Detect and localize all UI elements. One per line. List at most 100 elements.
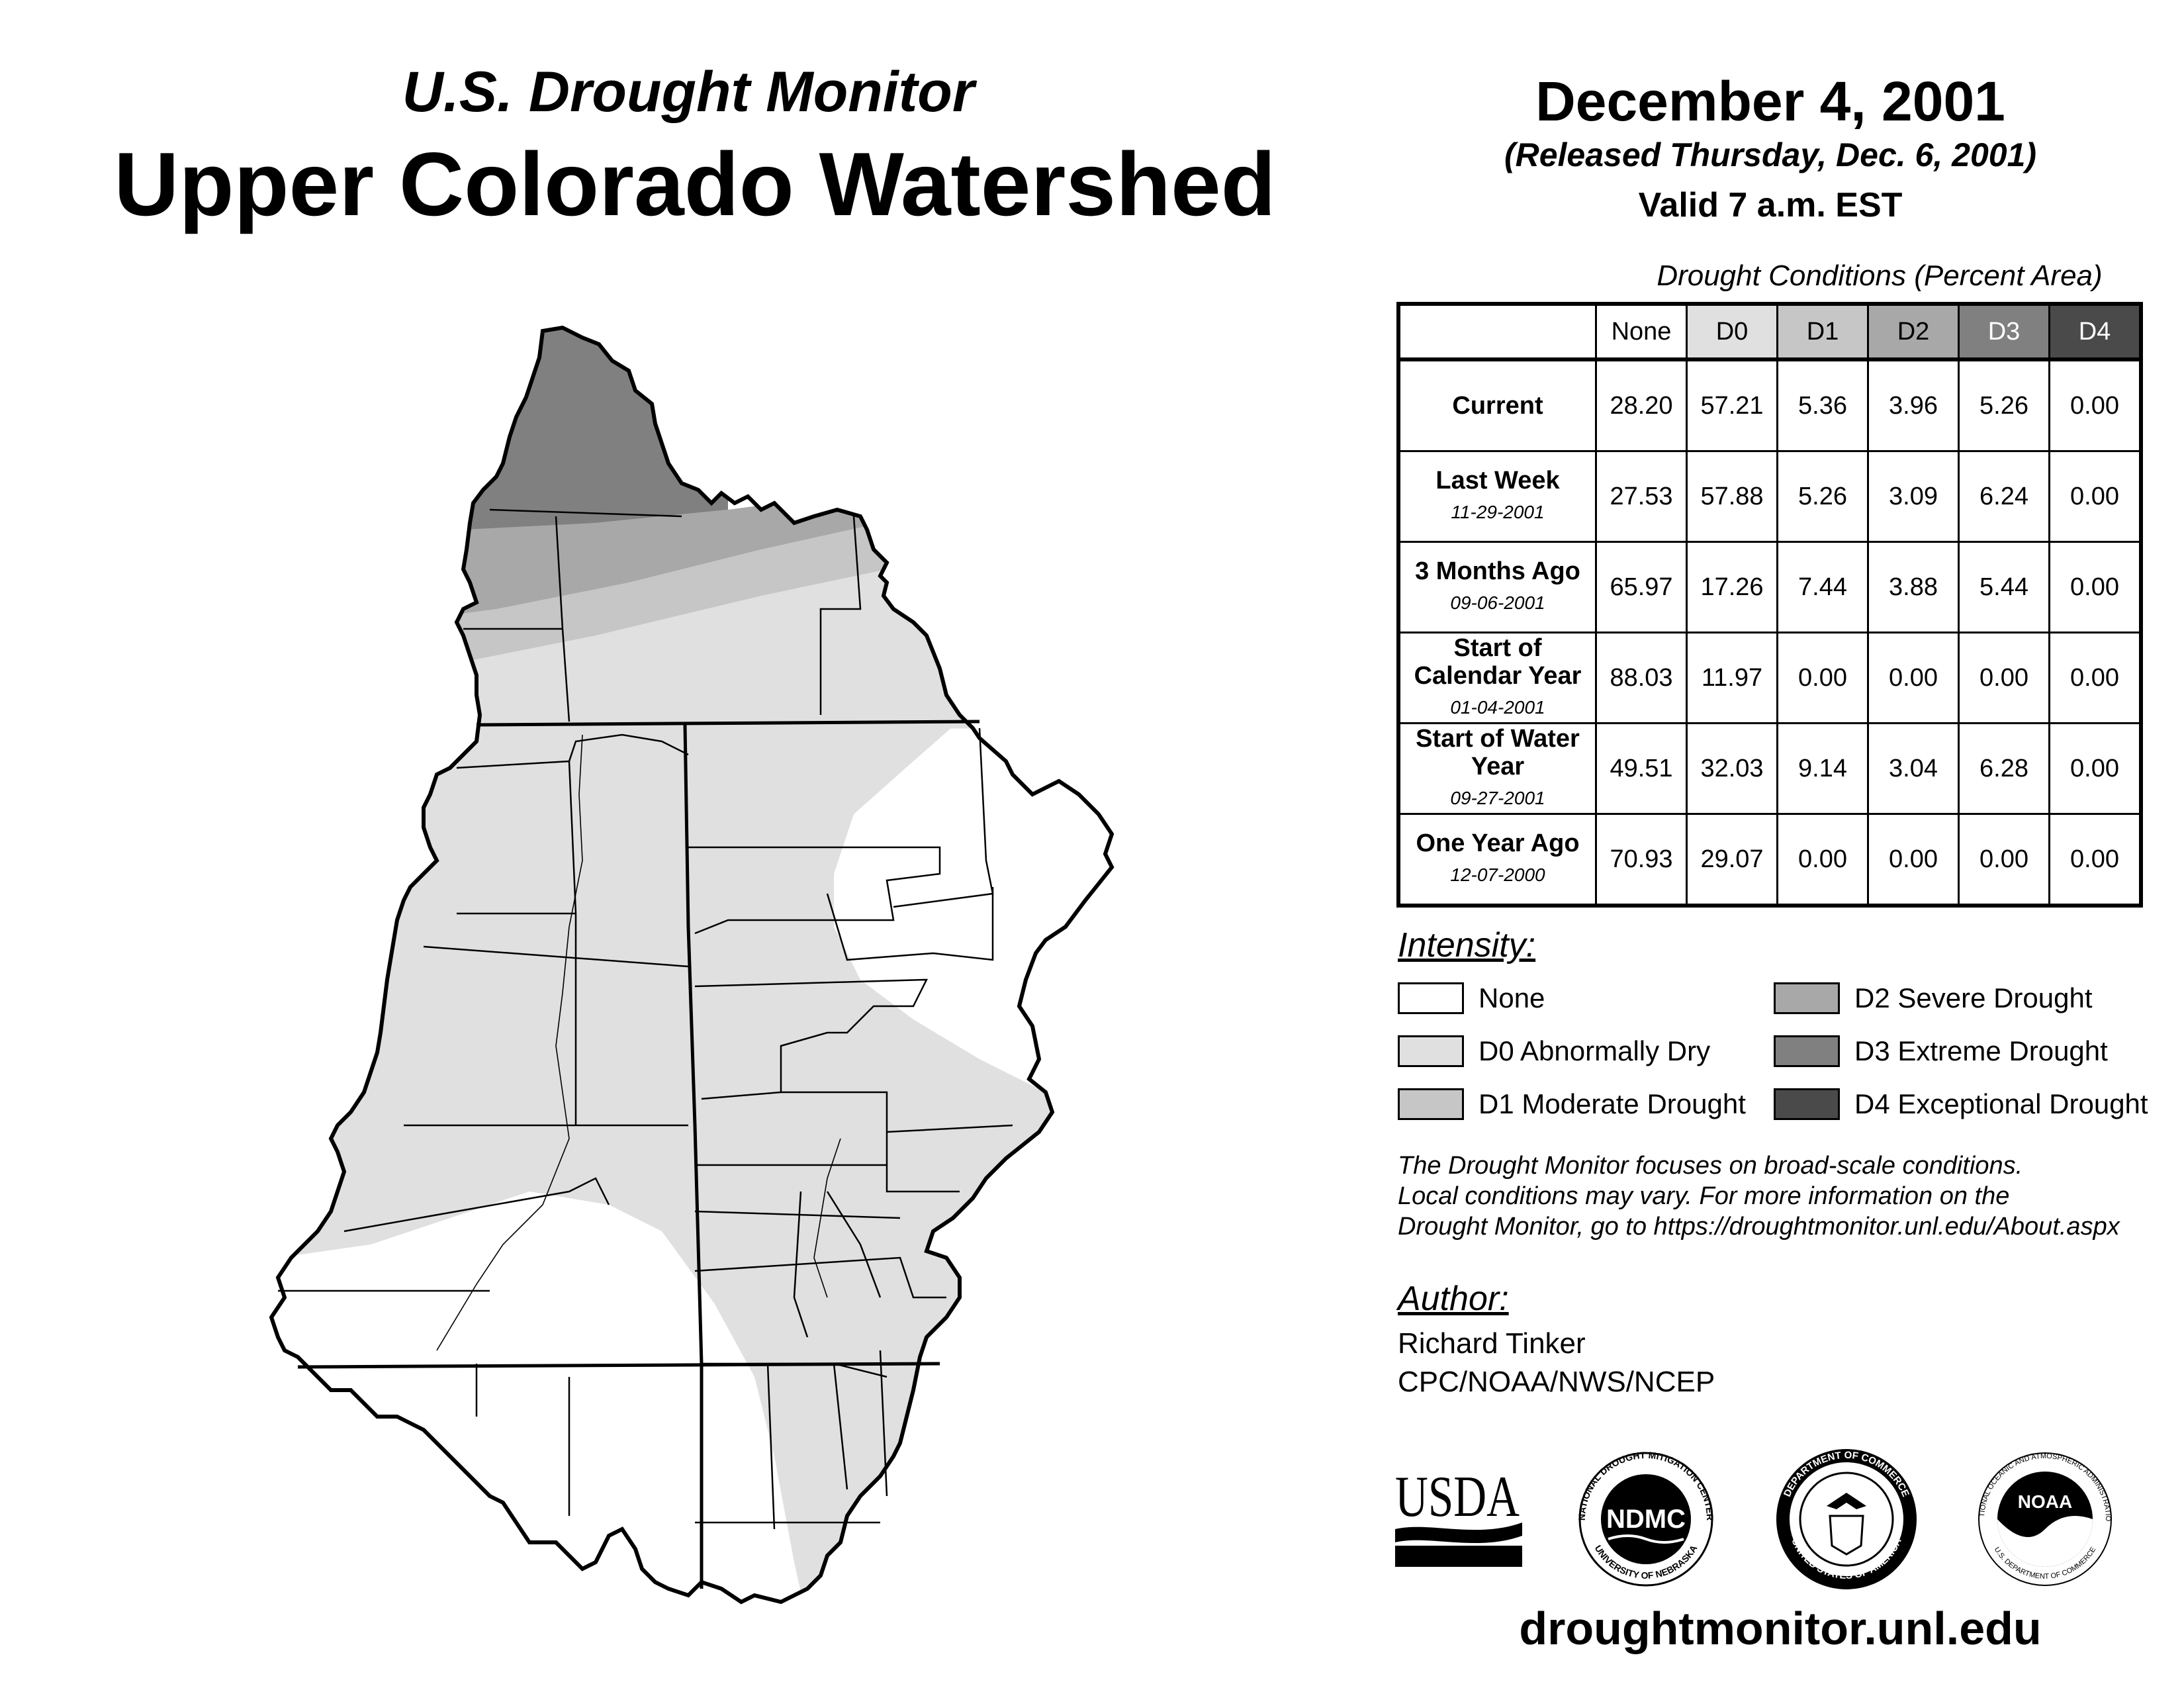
table-cell: 3.09 (1867, 450, 1960, 543)
table-cell: 5.26 (1958, 357, 2050, 452)
table-cell: 0.00 (2048, 450, 2142, 543)
legend-item-d1: D1 Moderate Drought (1398, 1086, 1746, 1123)
legend-swatch (1774, 982, 1840, 1014)
shield-icon (1829, 1515, 1864, 1556)
note-line: Local conditions may vary. For more info… (1398, 1182, 2010, 1210)
col-header-d1: D1 (1776, 303, 1869, 361)
table-cell: 11.97 (1686, 632, 1778, 724)
table-cell: 17.26 (1686, 541, 1778, 633)
table-cell: 70.93 (1595, 813, 1688, 907)
legend-label: D4 Exceptional Drought (1854, 1088, 2148, 1119)
legend-label: D3 Extreme Drought (1854, 1035, 2108, 1066)
disclaimer-note: The Drought Monitor focuses on broad-sca… (1398, 1150, 2159, 1242)
legend-item-none: None (1398, 980, 1545, 1017)
valid-date: December 4, 2001 (1535, 70, 2005, 132)
legend-label: D0 Abnormally Dry (1479, 1035, 1711, 1066)
table-cell: 0.00 (2048, 357, 2142, 452)
table-cell: 0.00 (1958, 813, 2050, 907)
table-cell: 0.00 (1776, 813, 1869, 907)
author-heading: Author: (1398, 1280, 1509, 1318)
release-note: (Released Thursday, Dec. 6, 2001) (1504, 136, 2037, 173)
row-label-text: Current (1452, 392, 1543, 420)
row-label: Current (1397, 357, 1597, 452)
col-header-d4: D4 (2048, 303, 2142, 361)
table-cell: 32.03 (1686, 722, 1778, 815)
basin-outline (269, 325, 1115, 1605)
table-cell: 0.00 (2048, 722, 2142, 815)
table-cell: 49.51 (1595, 722, 1688, 815)
usda-logo: USDA (1395, 1465, 1522, 1567)
legend-swatch (1774, 1035, 1840, 1067)
table-row: Start of Water Year 09-27-2001 49.51 32.0… (1397, 722, 2142, 815)
table-cell: 6.24 (1958, 450, 2050, 543)
col-header-none: None (1595, 303, 1688, 361)
state-lines (297, 720, 980, 1589)
legend-item-d2: D2 Severe Drought (1774, 980, 2093, 1017)
website-url: droughtmonitor.unl.edu (1519, 1603, 2042, 1654)
table-cell: 0.00 (1958, 632, 2050, 724)
table-row: Last Week 11-29-2001 27.53 57.88 5.26 3.0… (1397, 450, 2142, 543)
drought-conditions-table: None D0 D1 D2 D3 D4 Current 28.20 57.21 … (1396, 302, 2143, 908)
table-cell: 5.26 (1776, 450, 1869, 543)
d0-area (271, 715, 1059, 1602)
row-label-text: Last Week (1435, 467, 1560, 494)
table-header-row: None D0 D1 D2 D3 D4 (1398, 303, 2142, 361)
commerce-seal: DEPARTMENT OF COMMERCE UNITED STATES OF … (1776, 1449, 1917, 1589)
ndmc-logo: NDMC NATIONAL DROUGHT MITIGATION CENTER … (1576, 1450, 1715, 1587)
legend-item-d3: D3 Extreme Drought (1774, 1033, 2108, 1070)
row-label: Last Week 11-29-2001 (1397, 450, 1597, 543)
table-row: Start of Calendar Year 01-04-2001 88.03 1… (1397, 632, 2142, 724)
row-date: 11-29-2001 (1451, 502, 1545, 522)
usda-bar (1395, 1546, 1522, 1567)
table-cell: 7.44 (1776, 541, 1869, 633)
row-date: 12-07-2000 (1450, 865, 1545, 885)
legend-swatch (1398, 1035, 1464, 1067)
table-cell: 3.96 (1867, 357, 1960, 452)
legend-swatch (1398, 982, 1464, 1014)
map-subtitle: U.S. Drought Monitor (402, 60, 975, 124)
col-header-d0: D0 (1686, 303, 1778, 361)
legend-swatch (1774, 1088, 1840, 1120)
agency-logos: USDA NDMC NATIONAL DROUGHT MITIGATION CE… (1390, 1443, 2112, 1589)
legend-item-d4: D4 Exceptional Drought (1774, 1086, 2148, 1123)
table-cell: 5.36 (1776, 357, 1869, 452)
table-cell: 0.00 (2048, 632, 2142, 724)
d3-area (397, 328, 728, 536)
eagle-icon (1827, 1493, 1866, 1509)
note-line: The Drought Monitor focuses on broad-sca… (1398, 1152, 2023, 1180)
usda-swoosh (1395, 1523, 1522, 1544)
row-label: Start of Water Year 09-27-2001 (1397, 722, 1597, 815)
table-cell: 65.97 (1595, 541, 1688, 633)
ndmc-text: NDMC (1606, 1505, 1686, 1534)
table-cell: 0.00 (1867, 813, 1960, 907)
col-header-d2: D2 (1867, 303, 1960, 361)
table-cell: 0.00 (2048, 813, 2142, 907)
table-row: 3 Months Ago 09-06-2001 65.97 17.26 7.44 … (1397, 541, 2142, 633)
note-line: Drought Monitor, go to https://droughtmo… (1398, 1213, 2120, 1241)
legend-swatch (1398, 1088, 1464, 1120)
table-cell: 57.21 (1686, 357, 1778, 452)
legend-label: None (1479, 982, 1545, 1013)
author-organization: CPC/NOAA/NWS/NCEP (1398, 1366, 1715, 1398)
legend-label: D1 Moderate Drought (1479, 1088, 1746, 1119)
row-date: 09-27-2001 (1450, 788, 1545, 808)
table-cell: 28.20 (1595, 357, 1688, 452)
table-cell: 88.03 (1595, 632, 1688, 724)
row-label: Start of Calendar Year 01-04-2001 (1397, 632, 1597, 724)
row-label-text: Start of Water Year (1416, 725, 1580, 780)
table-cell: 9.14 (1776, 722, 1869, 815)
row-date: 01-04-2001 (1450, 697, 1545, 718)
d2-area (397, 490, 880, 622)
table-caption: Drought Conditions (Percent Area) (1657, 259, 2103, 292)
noaa-text: NOAA (2018, 1491, 2072, 1512)
row-date: 09-06-2001 (1450, 592, 1545, 613)
table-cell: 57.88 (1686, 450, 1778, 543)
row-label: 3 Months Ago 09-06-2001 (1397, 541, 1597, 633)
table-cell: 0.00 (2048, 541, 2142, 633)
row-label-text: One Year Ago (1416, 829, 1580, 857)
drought-shading (271, 328, 1112, 1602)
legend-title: Intensity: (1398, 926, 1536, 964)
watershed-map (269, 325, 1115, 1605)
noaa-bird-icon (1997, 1516, 2093, 1567)
legend-label: D2 Severe Drought (1854, 982, 2093, 1013)
